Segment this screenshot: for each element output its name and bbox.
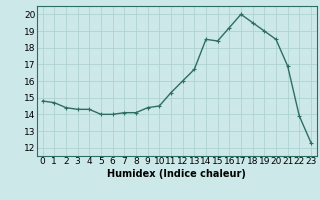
X-axis label: Humidex (Indice chaleur): Humidex (Indice chaleur) [108, 169, 246, 179]
